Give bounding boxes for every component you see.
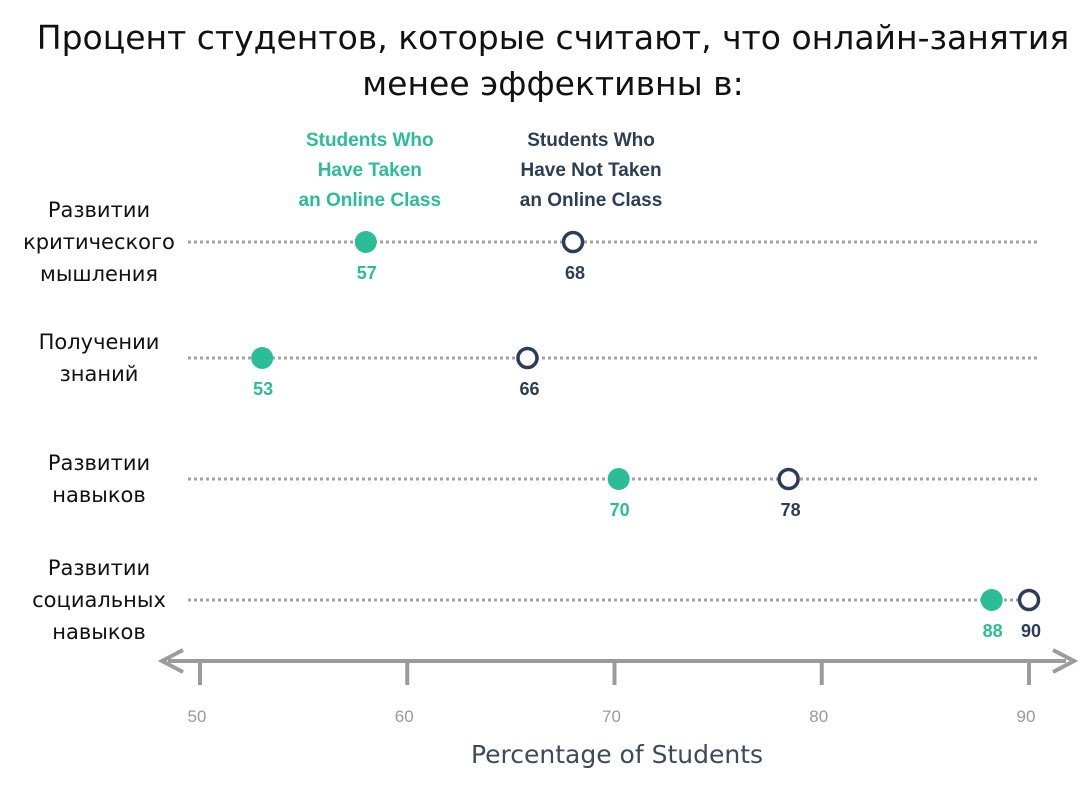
x-tick-label-50: 50	[188, 707, 207, 726]
x-axis-right-arrow	[1052, 648, 1079, 674]
x-tick-label-60: 60	[395, 707, 414, 726]
value-label-not-taken-4: 90	[1021, 621, 1041, 641]
marker-taken-4	[980, 589, 1003, 611]
category-label-3-line-2: навыков	[52, 483, 145, 507]
legend-entry-1-line-1: Students Who	[306, 130, 434, 151]
category-label-2-line-1: Получении	[39, 330, 160, 354]
chart-title-line-1: Процент студентов, которые считают, что …	[37, 18, 1069, 57]
legend-entry-1-line-2: Have Taken	[318, 160, 422, 181]
value-label-not-taken-3: 78	[781, 500, 801, 520]
marker-taken-1	[354, 231, 377, 253]
x-tick-label-90: 90	[1017, 707, 1036, 726]
marker-not-taken-1	[561, 230, 585, 254]
category-label-1-line-3: мышления	[40, 262, 158, 286]
legend-entry-2-line-3: an Online Class	[520, 190, 663, 211]
value-label-not-taken-1: 68	[565, 263, 585, 283]
x-axis-left-arrow	[157, 648, 184, 674]
chart-title-line-2: менее эффективны в:	[362, 64, 743, 103]
category-label-3-line-1: Развитии	[48, 451, 150, 475]
value-label-taken-3: 70	[610, 500, 630, 520]
marker-taken-2	[251, 347, 274, 369]
value-label-not-taken-2: 66	[519, 379, 539, 399]
category-label-4-line-3: навыков	[52, 620, 145, 644]
category-label-1-line-1: Развитии	[48, 198, 150, 222]
category-label-2-line-2: знаний	[60, 362, 139, 386]
category-label-4-line-1: Развитии	[48, 556, 150, 580]
marker-taken-3	[607, 468, 630, 490]
marker-not-taken-3	[777, 467, 800, 491]
x-tick-label-70: 70	[602, 707, 621, 726]
legend-entry-2-line-2: Have Not Taken	[520, 160, 661, 181]
category-label-4-line-2: социальных	[32, 588, 166, 612]
category-label-1-line-2: критического	[23, 230, 175, 254]
marker-not-taken-2	[516, 346, 539, 370]
x-axis-title: Percentage of Students	[471, 740, 763, 769]
value-label-taken-4: 88	[983, 621, 1003, 641]
legend-entry-2-line-1: Students Who	[527, 130, 655, 151]
value-label-taken-1: 57	[357, 263, 377, 283]
x-tick-label-80: 80	[809, 707, 828, 726]
marker-not-taken-4	[1017, 588, 1041, 612]
value-label-taken-2: 53	[253, 379, 273, 399]
legend-entry-1-line-3: an Online Class	[299, 190, 442, 211]
